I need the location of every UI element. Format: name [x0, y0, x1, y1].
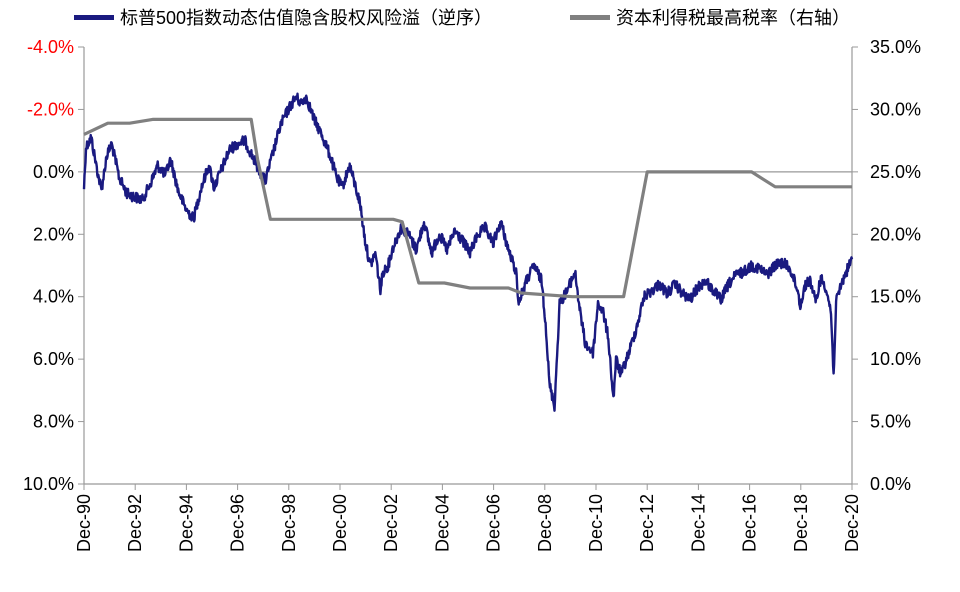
x-tick-label: Dec-20 [842, 494, 862, 552]
x-tick-label: Dec-14 [688, 494, 708, 552]
right-tick-label: 10.0% [870, 349, 921, 369]
x-tick-label: Dec-08 [535, 494, 555, 552]
right-tick-label: 20.0% [870, 224, 921, 244]
x-tick-label: Dec-90 [74, 494, 94, 552]
x-tick-label: Dec-98 [279, 494, 299, 552]
x-tick-label: Dec-02 [381, 494, 401, 552]
x-tick-label: Dec-92 [125, 494, 145, 552]
legend-swatch-series1 [74, 14, 114, 20]
legend-label-series2: 资本利得税最高税率（右轴） [616, 8, 850, 28]
left-tick-label: 6.0% [33, 349, 74, 369]
right-tick-label: 15.0% [870, 287, 921, 307]
x-tick-label: Dec-96 [228, 494, 248, 552]
x-tick-label: Dec-06 [484, 494, 504, 552]
axes [83, 47, 853, 485]
series-line-equity-risk-premium [82, 92, 854, 412]
x-tick-label: Dec-16 [740, 494, 760, 552]
ticks-layer: -4.0% -2.0% 0.0% 2.0% 4.0% 6.0% 8.0% 10.0% 35.0%… [23, 37, 921, 552]
left-tick-label: -4.0% [27, 37, 74, 57]
right-tick-label: 0.0% [870, 474, 911, 494]
left-tick-label: -2.0% [27, 99, 74, 119]
x-tick-label: Dec-12 [637, 494, 657, 552]
right-tick-label: 25.0% [870, 162, 921, 182]
legend-swatch-series2 [570, 14, 610, 20]
series-layer [82, 92, 854, 412]
legend-item-series2: 资本利得税最高税率（右轴） [570, 4, 850, 30]
left-tick-label: 0.0% [33, 162, 74, 182]
left-tick-label: 4.0% [33, 287, 74, 307]
legend-label-series1: 标普500指数动态估值隐含股权风险溢（逆序） [120, 8, 493, 28]
x-tick-label: Dec-18 [791, 494, 811, 552]
right-tick-label: 35.0% [870, 37, 921, 57]
x-tick-label: Dec-10 [586, 494, 606, 552]
legend: 标普500指数动态估值隐含股权风险溢（逆序） 资本利得税最高税率（右轴） [0, 4, 960, 28]
x-tick-label: Dec-94 [176, 494, 196, 552]
left-tick-label: 10.0% [23, 474, 74, 494]
right-tick-label: 5.0% [870, 412, 911, 432]
left-tick-label: 8.0% [33, 412, 74, 432]
x-tick-label: Dec-04 [432, 494, 452, 552]
legend-item-series1: 标普500指数动态估值隐含股权风险溢（逆序） [74, 4, 492, 30]
left-tick-label: 2.0% [33, 224, 74, 244]
x-tick-label: Dec-00 [330, 494, 350, 552]
series-line-capital-gains-tax [83, 117, 852, 299]
right-tick-label: 30.0% [870, 99, 921, 119]
